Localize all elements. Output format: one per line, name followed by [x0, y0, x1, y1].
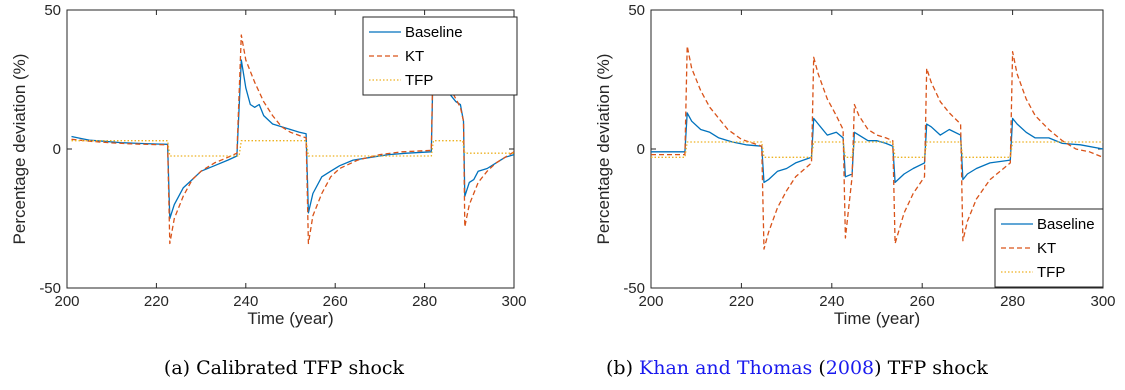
- x-axis-label-b: Time (year): [834, 309, 920, 328]
- x-tick-label-b-260: 260: [910, 293, 935, 310]
- x-tick-label-a-280: 280: [412, 293, 437, 310]
- y-axis-label-a: Percentage deviation (%): [10, 54, 29, 245]
- x-tick-label-a-300: 300: [501, 293, 526, 310]
- caption-b: (b) Khan and Thomas (2008) TFP shock: [606, 357, 988, 379]
- caption-b-paren-open: (: [818, 357, 825, 379]
- legend-label-a-baseline: Baseline: [405, 24, 463, 41]
- y-tick-label-a-50: 50: [44, 2, 61, 19]
- x-tick-label-b-200: 200: [638, 293, 663, 310]
- caption-b-year-link[interactable]: 2008: [826, 357, 874, 379]
- x-tick-label-b-240: 240: [819, 293, 844, 310]
- x-tick-label-a-220: 220: [144, 293, 169, 310]
- legend-label-a-tfp: TFP: [405, 72, 433, 89]
- plot-a: 200 220 240 260 280 300 50 0 -50 Time (year) Perce…: [10, 2, 527, 328]
- x-tick-label-b-280: 280: [1000, 293, 1025, 310]
- series-line-a-tfp: [71, 140, 514, 157]
- series-line-a-kt: [71, 34, 515, 245]
- x-tick-label-b-300: 300: [1090, 293, 1115, 310]
- legend-label-b-baseline: Baseline: [1037, 216, 1095, 233]
- legend-label-b-kt: KT: [1037, 240, 1056, 257]
- caption-b-paren-close: ): [874, 357, 881, 379]
- legend-label-a-kt: KT: [405, 48, 424, 65]
- x-tick-label-a-240: 240: [233, 293, 258, 310]
- legend-label-b-tfp: TFP: [1037, 264, 1065, 281]
- caption-b-rest: TFP shock: [888, 357, 989, 379]
- caption-a: (a) Calibrated TFP shock: [164, 357, 405, 379]
- y-axis-label-b: Percentage deviation (%): [594, 54, 613, 245]
- x-axis-label-a: Time (year): [247, 309, 333, 328]
- y-tick-label-a--50: -50: [39, 280, 61, 297]
- caption-b-label: (b): [606, 357, 633, 379]
- plot-b: 200 220 240 260 280 300 50 0 -50 Time (year) Perce…: [594, 2, 1116, 328]
- y-tick-label-b--50: -50: [623, 280, 645, 297]
- series-line-b-kt: [651, 45, 1104, 250]
- y-tick-label-a-0: 0: [53, 141, 61, 158]
- x-tick-label-a-260: 260: [323, 293, 348, 310]
- y-tick-label-b-0: 0: [637, 141, 645, 158]
- series-line-b-baseline: [651, 112, 1104, 184]
- caption-a-text: Calibrated TFP shock: [196, 357, 404, 379]
- caption-a-label: (a): [164, 357, 190, 379]
- y-tick-label-b-50: 50: [628, 2, 645, 19]
- x-tick-label-a-200: 200: [54, 293, 79, 310]
- caption-b-author-link[interactable]: Khan and Thomas: [639, 357, 812, 379]
- series-line-a-baseline: [71, 48, 515, 220]
- x-tick-label-b-220: 220: [729, 293, 754, 310]
- series-line-b-tfp: [651, 141, 1103, 158]
